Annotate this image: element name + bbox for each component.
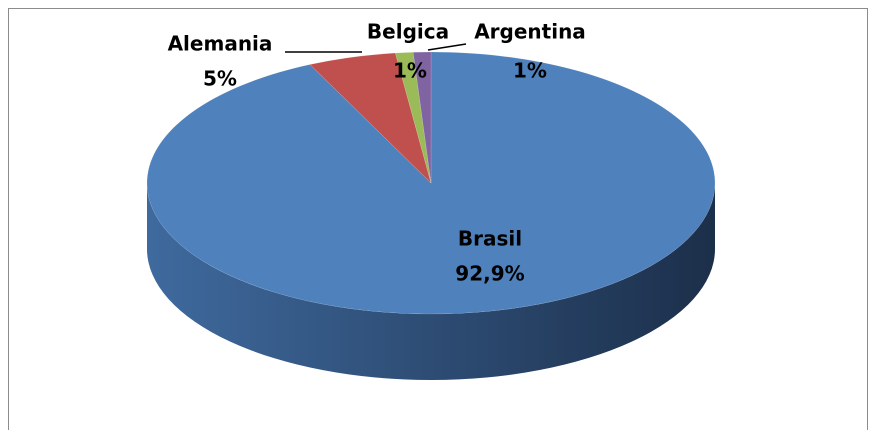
slice-label: Brasil (458, 227, 522, 251)
slice-value-label: 1% (393, 59, 427, 83)
slice-value-label: 1% (513, 59, 547, 83)
slice-value-label: 92,9% (455, 262, 524, 286)
slice-label: Belgica (367, 20, 449, 44)
pie-slice (309, 52, 432, 184)
pie-slice (395, 52, 432, 184)
slice-label: Argentina (474, 20, 586, 44)
slice-value-label: 5% (203, 67, 237, 91)
pie-slice (146, 51, 716, 315)
slice-label: Alemania (168, 32, 273, 56)
pie-slice (412, 51, 432, 184)
leader-line (427, 43, 467, 51)
pie-slice-side (147, 183, 715, 380)
